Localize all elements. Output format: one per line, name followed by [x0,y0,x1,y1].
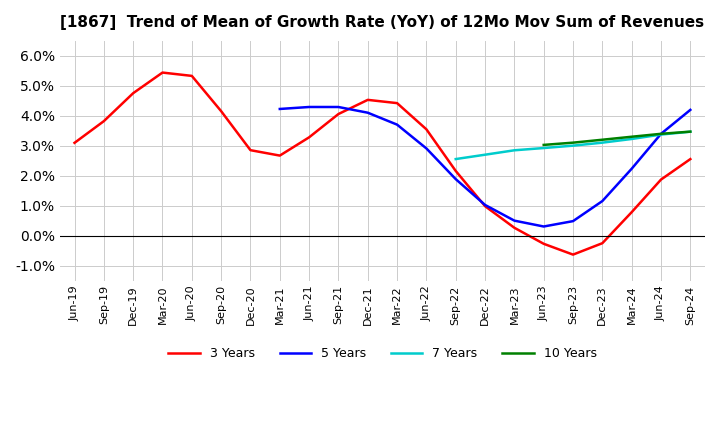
10 Years [657,131,665,136]
7 Years [539,145,548,150]
3 Years [539,241,548,246]
3 Years [451,169,460,174]
3 Years [422,127,431,132]
3 Years [276,153,284,158]
5 Years [627,166,636,171]
3 Years [71,140,79,146]
7 Years [598,140,607,145]
3 Years [305,135,313,140]
3 Years [627,209,636,215]
5 Years [276,106,284,112]
3 Years [657,177,665,182]
3 Years [99,118,108,124]
3 Years [158,70,167,75]
5 Years [510,218,518,223]
10 Years [598,137,607,143]
5 Years [569,219,577,224]
5 Years [393,122,402,127]
10 Years [539,142,548,147]
5 Years [364,110,372,115]
5 Years [657,131,665,136]
7 Years [627,136,636,142]
3 Years [334,111,343,117]
Legend: 3 Years, 5 Years, 7 Years, 10 Years: 3 Years, 5 Years, 7 Years, 10 Years [163,342,601,365]
3 Years [481,204,490,209]
7 Years [510,148,518,153]
Line: 7 Years: 7 Years [456,132,690,159]
Line: 5 Years: 5 Years [280,107,690,227]
5 Years [481,202,490,208]
10 Years [686,129,695,134]
3 Years [217,109,225,114]
7 Years [451,157,460,162]
5 Years [686,107,695,113]
3 Years [569,252,577,257]
10 Years [627,134,636,139]
3 Years [246,147,255,153]
3 Years [187,73,196,78]
3 Years [510,225,518,231]
3 Years [598,241,607,246]
7 Years [686,129,695,134]
7 Years [481,152,490,158]
5 Years [334,104,343,110]
5 Years [451,176,460,182]
3 Years [364,97,372,103]
3 Years [686,157,695,162]
10 Years [569,140,577,145]
5 Years [598,198,607,204]
5 Years [422,146,431,151]
5 Years [539,224,548,229]
3 Years [393,100,402,106]
7 Years [657,132,665,137]
5 Years [305,104,313,110]
Line: 10 Years: 10 Years [544,132,690,145]
Title: [1867]  Trend of Mean of Growth Rate (YoY) of 12Mo Mov Sum of Revenues: [1867] Trend of Mean of Growth Rate (YoY… [60,15,704,30]
Line: 3 Years: 3 Years [75,73,690,255]
3 Years [129,91,138,96]
7 Years [569,143,577,148]
